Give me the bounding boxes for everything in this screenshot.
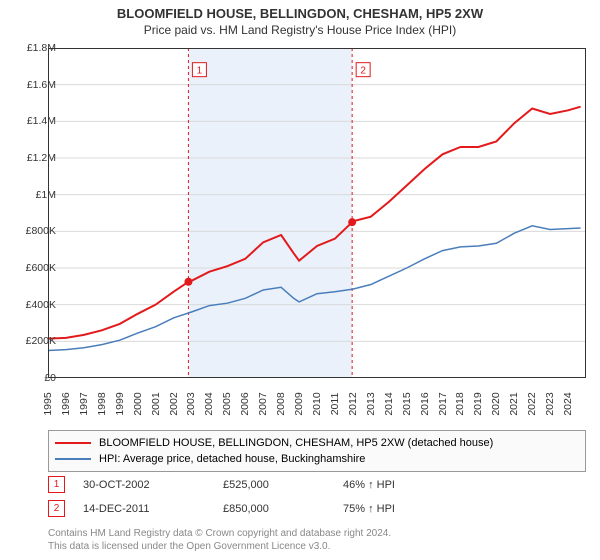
x-tick-label: 1998 [96, 392, 108, 415]
sale-row: 1 30-OCT-2002 £525,000 46% ↑ HPI [48, 476, 586, 493]
chart-container: BLOOMFIELD HOUSE, BELLINGDON, CHESHAM, H… [0, 0, 600, 560]
x-tick-label: 2021 [508, 392, 520, 415]
legend-swatch [55, 458, 91, 460]
x-tick-label: 2011 [329, 393, 341, 416]
x-tick-label: 2023 [544, 392, 556, 415]
x-tick-label: 2024 [562, 392, 574, 415]
y-tick-label: £1.2M [12, 152, 56, 164]
x-tick-label: 2009 [293, 392, 305, 415]
chart-title: BLOOMFIELD HOUSE, BELLINGDON, CHESHAM, H… [0, 0, 600, 21]
sale-pct: 46% ↑ HPI [343, 479, 463, 491]
y-tick-label: £0 [12, 372, 56, 384]
x-tick-label: 2022 [526, 392, 538, 415]
sale-price: £850,000 [223, 503, 343, 515]
svg-text:1: 1 [197, 66, 203, 77]
x-tick-label: 2018 [454, 392, 466, 415]
y-tick-label: £600K [12, 262, 56, 274]
y-tick-label: £1.4M [12, 115, 56, 127]
y-tick-label: £800K [12, 225, 56, 237]
x-tick-label: 2005 [221, 392, 233, 415]
y-tick-label: £1.8M [12, 42, 56, 54]
legend-label: BLOOMFIELD HOUSE, BELLINGDON, CHESHAM, H… [99, 437, 493, 449]
x-tick-label: 2017 [437, 392, 449, 415]
chart-svg: 12 [48, 48, 586, 378]
sale-marker-icon: 2 [48, 500, 65, 517]
legend-label: HPI: Average price, detached house, Buck… [99, 453, 365, 465]
svg-text:2: 2 [360, 66, 366, 77]
x-tick-label: 2008 [275, 392, 287, 415]
legend-item: HPI: Average price, detached house, Buck… [55, 451, 579, 467]
x-tick-label: 1996 [60, 392, 72, 415]
x-tick-label: 1995 [42, 392, 54, 415]
x-tick-label: 1999 [114, 392, 126, 415]
x-tick-label: 2019 [472, 392, 484, 415]
x-tick-label: 2003 [185, 392, 197, 415]
x-tick-label: 2000 [132, 392, 144, 415]
y-tick-label: £400K [12, 299, 56, 311]
x-tick-label: 2012 [347, 392, 359, 415]
footer-line: Contains HM Land Registry data © Crown c… [48, 528, 391, 541]
footer-line: This data is licensed under the Open Gov… [48, 541, 391, 554]
x-tick-label: 2001 [150, 392, 162, 415]
sale-marker-icon: 1 [48, 476, 65, 493]
legend-swatch [55, 442, 91, 444]
legend-item: BLOOMFIELD HOUSE, BELLINGDON, CHESHAM, H… [55, 435, 579, 451]
x-tick-label: 2016 [419, 392, 431, 415]
footer: Contains HM Land Registry data © Crown c… [48, 528, 391, 553]
x-tick-label: 2015 [401, 392, 413, 415]
x-tick-label: 2010 [311, 392, 323, 415]
sale-pct: 75% ↑ HPI [343, 503, 463, 515]
y-tick-label: £1M [12, 189, 56, 201]
x-tick-label: 2013 [365, 392, 377, 415]
x-tick-label: 2014 [383, 392, 395, 415]
x-tick-label: 2020 [490, 392, 502, 415]
chart-subtitle: Price paid vs. HM Land Registry's House … [0, 21, 600, 37]
x-tick-label: 2002 [168, 392, 180, 415]
sale-price: £525,000 [223, 479, 343, 491]
sale-date: 30-OCT-2002 [83, 479, 223, 491]
sale-row: 2 14-DEC-2011 £850,000 75% ↑ HPI [48, 500, 586, 517]
chart-area: 12 [48, 48, 586, 378]
x-tick-label: 2007 [257, 392, 269, 415]
x-tick-label: 1997 [78, 392, 90, 415]
y-tick-label: £200K [12, 335, 56, 347]
x-tick-label: 2006 [239, 392, 251, 415]
legend: BLOOMFIELD HOUSE, BELLINGDON, CHESHAM, H… [48, 430, 586, 472]
y-tick-label: £1.6M [12, 79, 56, 91]
x-tick-label: 2004 [203, 392, 215, 415]
sale-date: 14-DEC-2011 [83, 503, 223, 515]
